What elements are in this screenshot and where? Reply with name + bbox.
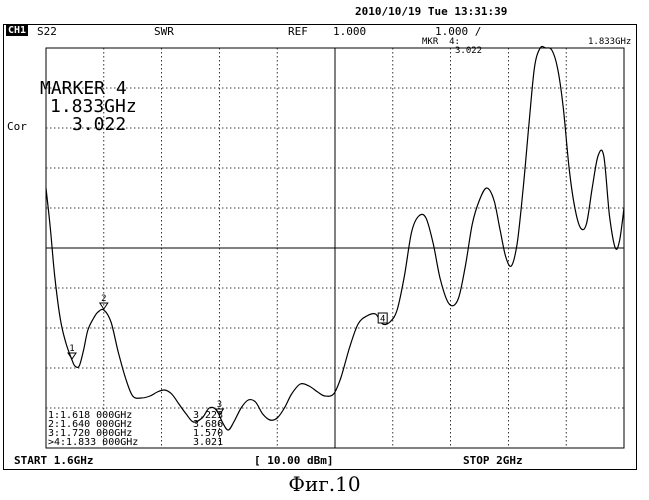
marker-table-value: 3.021 xyxy=(193,437,223,448)
start-frequency-label: START 1.6GHz xyxy=(14,455,93,467)
marker-table-row: >4:1.833 000GHz3.021 xyxy=(48,438,223,447)
marker-number: 4 xyxy=(380,315,385,325)
active-marker-block: MARKER 4 1.833GHz 3.022 xyxy=(40,80,137,134)
marker-1-symbol: 1 xyxy=(68,344,76,359)
marker-number: 1 xyxy=(69,344,74,354)
marker-2-symbol: 2 xyxy=(100,294,108,309)
figure-caption: Фиг.10 xyxy=(0,472,649,496)
marker-table-freq: >4:1.833 000GHz xyxy=(48,438,193,447)
marker-number: 2 xyxy=(101,294,106,304)
marker-symbols: 1 2 3 4 xyxy=(68,294,387,415)
marker-table: 1:1.618 000GHz3.223 2:1.640 000GHz3.686 … xyxy=(48,411,223,447)
marker-number: 3 xyxy=(217,400,222,410)
active-marker-value: 3.022 xyxy=(40,116,137,134)
stop-frequency-label: STOP 2GHz xyxy=(463,455,523,467)
source-power-label: [ 10.00 dBm] xyxy=(254,455,333,467)
marker-4-symbol: 4 xyxy=(378,313,387,325)
